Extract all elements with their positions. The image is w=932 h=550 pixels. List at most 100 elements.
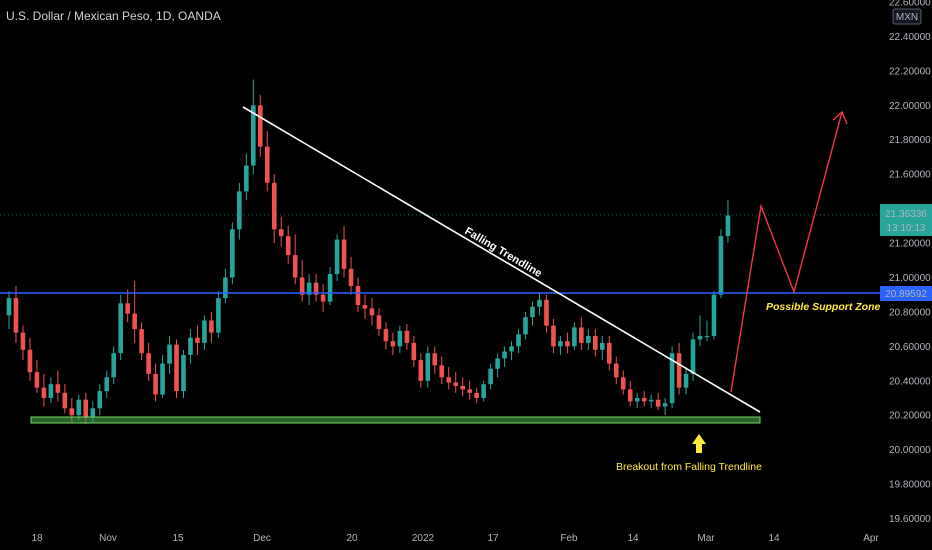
candle-body xyxy=(613,363,619,378)
price-tick-label: 20.60000 xyxy=(889,342,931,353)
price-tick-label: 22.40000 xyxy=(889,32,931,43)
candle-body xyxy=(27,349,33,373)
candle-body xyxy=(209,320,214,333)
candle-body xyxy=(620,377,626,390)
candle-body xyxy=(586,336,591,343)
currency-badge-label: MXN xyxy=(896,12,918,23)
candle-body xyxy=(13,298,19,333)
candle-body xyxy=(139,329,144,354)
candle-body xyxy=(474,392,479,398)
level-price-value: 20.89592 xyxy=(885,289,927,300)
currency-badge[interactable]: MXN xyxy=(892,8,922,25)
candle-body xyxy=(467,389,472,393)
candle-body xyxy=(495,358,500,369)
candle-body xyxy=(118,303,123,354)
price-tick-label: 20.00000 xyxy=(889,445,931,456)
candle-body xyxy=(725,215,731,237)
candle-body xyxy=(125,303,130,314)
candle-body xyxy=(76,399,82,416)
candle-body xyxy=(62,392,68,409)
time-tick-label: Feb xyxy=(560,533,578,544)
candle-body xyxy=(237,191,242,230)
price-tick-label: 20.80000 xyxy=(889,307,931,318)
breakout-up-arrow-icon xyxy=(692,434,706,453)
price-tick-label: 19.80000 xyxy=(889,480,931,491)
candle-body xyxy=(216,298,221,333)
price-tick-label: 21.80000 xyxy=(889,135,931,146)
time-tick-label: Nov xyxy=(99,533,117,544)
candle-body xyxy=(202,320,207,343)
time-tick-label: 14 xyxy=(768,533,780,544)
candle-body xyxy=(572,327,577,347)
candle-body xyxy=(690,339,696,374)
candle-body xyxy=(257,105,263,147)
candle-body xyxy=(362,305,368,309)
time-tick-label: Mar xyxy=(697,533,715,544)
support-zone-label: Possible Support Zone xyxy=(766,301,881,313)
candle-body xyxy=(48,384,54,398)
candle-body xyxy=(278,229,284,237)
candle-body xyxy=(355,286,361,306)
price-tick-label: 19.60000 xyxy=(889,514,931,525)
candle-body xyxy=(711,294,717,337)
last-price-value: 21.36336 xyxy=(885,209,927,220)
candle-body xyxy=(160,363,165,395)
candle-body xyxy=(669,353,675,404)
time-tick-label: 18 xyxy=(31,533,43,544)
breakout-label: Breakout from Falling Trendline xyxy=(616,461,762,473)
candle-body xyxy=(90,408,96,417)
projection-path[interactable] xyxy=(730,111,843,393)
candle-body xyxy=(502,351,507,359)
candle-body xyxy=(453,382,459,386)
projection-arrowhead xyxy=(832,110,848,125)
candle-body xyxy=(460,385,465,390)
candle-body xyxy=(313,282,319,295)
last-price-tag: 21.36336 13:10:13 xyxy=(880,204,932,236)
candle-body xyxy=(285,236,291,256)
support-zone-rect[interactable] xyxy=(30,416,761,424)
candle-body xyxy=(341,239,347,269)
candle-body xyxy=(369,308,375,316)
time-tick-label: 15 xyxy=(172,533,184,544)
candle-body xyxy=(404,330,410,343)
candle-series xyxy=(6,79,731,424)
symbol-title[interactable]: U.S. Dollar / Mexican Peso, 1D, OANDA xyxy=(6,9,221,23)
candle-body xyxy=(181,354,186,392)
candle-body xyxy=(530,306,535,318)
time-tick-label: Dec xyxy=(253,533,271,544)
candle-body xyxy=(34,372,40,388)
time-tick-label: Apr xyxy=(863,533,879,544)
price-tick-label: 21.00000 xyxy=(889,273,931,284)
candle-body xyxy=(655,399,661,407)
candle-body xyxy=(195,337,200,343)
countdown-value: 13:10:13 xyxy=(887,223,926,234)
candle-body xyxy=(390,341,396,347)
candle-body xyxy=(488,368,493,385)
candle-body xyxy=(600,342,605,350)
price-tick-label: 22.20000 xyxy=(889,66,931,77)
candle-body xyxy=(306,282,312,295)
candle-body xyxy=(327,274,333,302)
candle-body xyxy=(320,294,326,302)
candle-body xyxy=(104,377,110,392)
candle-body xyxy=(683,373,689,388)
candle-body xyxy=(627,389,633,402)
candle-body xyxy=(153,373,158,395)
candle-body xyxy=(230,229,235,278)
candle-body xyxy=(41,387,47,398)
falling-trendline[interactable] xyxy=(242,106,761,413)
candle-body xyxy=(20,332,26,350)
candle-body xyxy=(376,315,382,330)
candle-body xyxy=(292,255,298,278)
candle-body xyxy=(55,384,61,393)
candle-body xyxy=(299,277,305,295)
time-axis[interactable]: 18 Nov 15 Dec 20 2022 17 Feb 14 Mar 14 Apr xyxy=(31,533,879,544)
price-tick-label: 22.60000 xyxy=(889,0,931,9)
candle-body xyxy=(676,353,682,388)
candle-body xyxy=(97,391,103,409)
candle-body xyxy=(69,408,75,416)
candle-body xyxy=(551,325,556,347)
candle-body xyxy=(565,341,570,347)
